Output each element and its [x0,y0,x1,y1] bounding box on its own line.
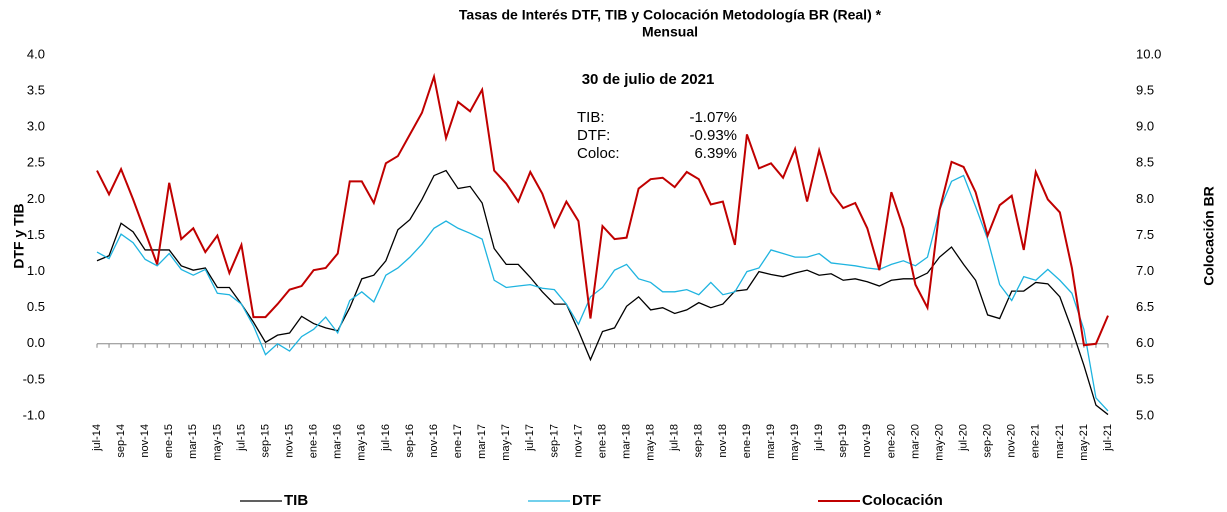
x-tick-label: mar-20 [909,424,921,459]
chart-subtitle: Mensual [642,24,698,40]
y-tick-label: 3.5 [27,83,45,98]
x-tick-label: ene-15 [163,424,175,458]
x-tick-label: nov-18 [717,424,729,458]
x-tick-label: sep-14 [115,424,127,458]
x-tick-label: may-21 [1078,424,1090,461]
x-tick-label: may-15 [211,424,223,461]
x-tick-label: jul-17 [524,424,536,452]
x-tick-label: sep-15 [259,424,271,458]
y2-tick-label: 8.0 [1136,191,1154,206]
annotation-value: -1.07% [689,109,737,126]
x-tick-label: nov-20 [1006,424,1018,458]
y2-tick-label: 5.0 [1136,407,1154,422]
y2-tick-label: 10.0 [1136,46,1161,61]
y-tick-label: 4.0 [27,46,45,61]
x-tick-label: may-20 [933,424,945,461]
legend-label: TIB [284,492,308,509]
x-tick-label: mar-19 [765,424,777,459]
x-tick-label: nov-15 [283,424,295,458]
x-tick-label: may-17 [500,424,512,461]
y2-tick-label: 6.5 [1136,299,1154,314]
y2-tick-label: 6.0 [1136,335,1154,350]
annotation-label: DTF: [577,127,610,144]
x-tick-label: mar-21 [1054,424,1066,459]
y-tick-label: 0.5 [27,299,45,314]
x-tick-label: mar-17 [476,424,488,459]
x-tick-label: may-18 [645,424,657,461]
x-tick-label: ene-18 [596,424,608,458]
annotation-value: 6.39% [694,145,737,162]
y2-tick-label: 9.5 [1136,83,1154,98]
legend-label: DTF [572,492,601,509]
y2-axis-label: Colocación BR [1201,186,1217,286]
y-tick-label: 1.0 [27,263,45,278]
y-tick-label: 1.5 [27,227,45,242]
legend-label: Colocación [862,492,943,509]
annotation-title: 30 de julio de 2021 [582,71,715,88]
x-tick-label: jul-14 [91,424,103,452]
y2-tick-label: 7.0 [1136,263,1154,278]
y-tick-label: 2.0 [27,191,45,206]
x-tick-label: sep-16 [404,424,416,458]
y-tick-label: -0.5 [23,371,45,386]
x-tick-label: ene-17 [452,424,464,458]
x-tick-label: mar-15 [187,424,199,459]
chart-title: Tasas de Interés DTF, TIB y Colocación M… [459,7,882,23]
x-tick-label: ene-19 [741,424,753,458]
y2-tick-label: 7.5 [1136,227,1154,242]
y-tick-label: -1.0 [23,407,45,422]
x-tick-label: sep-19 [837,424,849,458]
y2-tick-label: 5.5 [1136,371,1154,386]
annotation-label: Coloc: [577,145,620,162]
x-tick-label: mar-16 [332,424,344,459]
x-tick-label: jul-20 [957,424,969,452]
x-tick-label: jul-21 [1102,424,1114,452]
x-tick-label: jul-18 [669,424,681,452]
x-tick-label: mar-18 [620,424,632,459]
x-tick-label: nov-14 [139,424,151,458]
series-line [96,72,1109,347]
annotation-label: TIB: [577,109,605,126]
series-line [96,169,1109,416]
x-tick-label: sep-20 [982,424,994,458]
x-tick-label: ene-16 [308,424,320,458]
x-tick-label: nov-17 [572,424,584,458]
x-tick-label: may-16 [356,424,368,461]
y-tick-label: 2.5 [27,155,45,170]
x-tick-label: jul-15 [235,424,247,452]
y-tick-label: 0.0 [27,335,45,350]
annotation-value: -0.93% [689,127,737,144]
y-axis-label: DTF y TIB [11,203,27,268]
x-tick-label: may-19 [789,424,801,461]
x-tick-label: sep-18 [693,424,705,458]
x-tick-label: jul-16 [380,424,392,452]
x-tick-label: ene-21 [1030,424,1042,458]
x-tick-label: nov-16 [428,424,440,458]
y-tick-label: 3.0 [27,119,45,134]
x-tick-label: sep-17 [548,424,560,458]
y2-tick-label: 8.5 [1136,155,1154,170]
x-tick-label: nov-19 [861,424,873,458]
y2-tick-label: 9.0 [1136,119,1154,134]
x-tick-label: ene-20 [885,424,897,458]
x-tick-label: jul-19 [813,424,825,452]
